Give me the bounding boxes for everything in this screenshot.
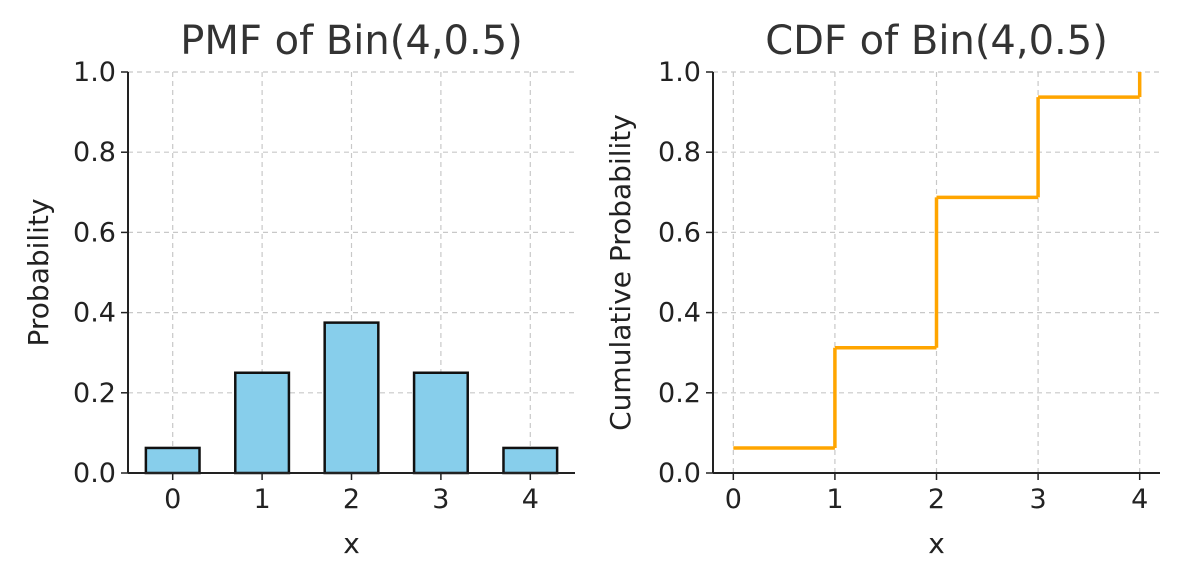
pmf-x-tick-label: 1 — [254, 484, 271, 515]
pmf-x-tick-label: 2 — [343, 484, 360, 515]
cdf-axes: 0.0 0.2 0.4 0.6 0.8 1.0 0 1 2 3 4 — [658, 57, 1160, 515]
pmf-axes: 0.0 0.2 0.4 0.6 0.8 1.0 0 1 2 3 4 — [73, 57, 575, 515]
cdf-y-axis-label: Cumulative Probability — [604, 114, 637, 431]
cdf-x-tick-label: 4 — [1131, 484, 1148, 515]
cdf-x-tick-label: 2 — [928, 484, 945, 515]
cdf-y-tick-label: 0.8 — [658, 137, 701, 168]
pmf-y-tick-label: 0.0 — [73, 458, 116, 489]
cdf-y-tick-label: 0.2 — [658, 378, 701, 409]
pmf-y-tick-label: 0.6 — [73, 217, 116, 248]
pmf-y-axis-label: Probability — [22, 198, 55, 346]
cdf-x-tick-label: 1 — [826, 484, 843, 515]
pmf-grid — [128, 71, 575, 474]
cdf-x-tick-label: 3 — [1029, 484, 1046, 515]
cdf-chart: 0.0 0.2 0.4 0.6 0.8 1.0 0 1 2 3 4 CDF of Bin(4,0.5… — [604, 18, 1160, 560]
pmf-bars — [144, 321, 559, 475]
pmf-x-axis-label: x — [343, 527, 360, 560]
pmf-y-tick-label: 1.0 — [73, 57, 116, 88]
pmf-bar-0 — [144, 446, 201, 475]
pmf-chart: 0.0 0.2 0.4 0.6 0.8 1.0 0 1 2 3 4 PMF of Bin(4,0.5… — [22, 18, 575, 560]
pmf-y-tick-label: 0.4 — [73, 298, 116, 329]
cdf-y-tick-label: 0.4 — [658, 298, 701, 329]
pmf-x-tick-label: 4 — [522, 484, 539, 515]
pmf-bar-2 — [323, 321, 380, 475]
pmf-bar-4 — [502, 446, 559, 475]
pmf-y-tick-label: 0.8 — [73, 137, 116, 168]
pmf-x-tick-label: 3 — [432, 484, 449, 515]
pmf-bar-1 — [234, 371, 291, 475]
cdf-y-tick-label: 0.0 — [658, 458, 701, 489]
pmf-x-tick-label: 0 — [164, 484, 181, 515]
cdf-y-tick-label: 0.6 — [658, 217, 701, 248]
pmf-y-tick-label: 0.2 — [73, 378, 116, 409]
pmf-title: PMF of Bin(4,0.5) — [180, 18, 523, 64]
cdf-title: CDF of Bin(4,0.5) — [765, 18, 1108, 64]
pmf-bar-3 — [412, 371, 469, 475]
cdf-x-tick-label: 0 — [725, 484, 742, 515]
cdf-y-tick-label: 1.0 — [658, 57, 701, 88]
cdf-lines — [733, 72, 1142, 450]
cdf-x-axis-label: x — [928, 527, 945, 560]
